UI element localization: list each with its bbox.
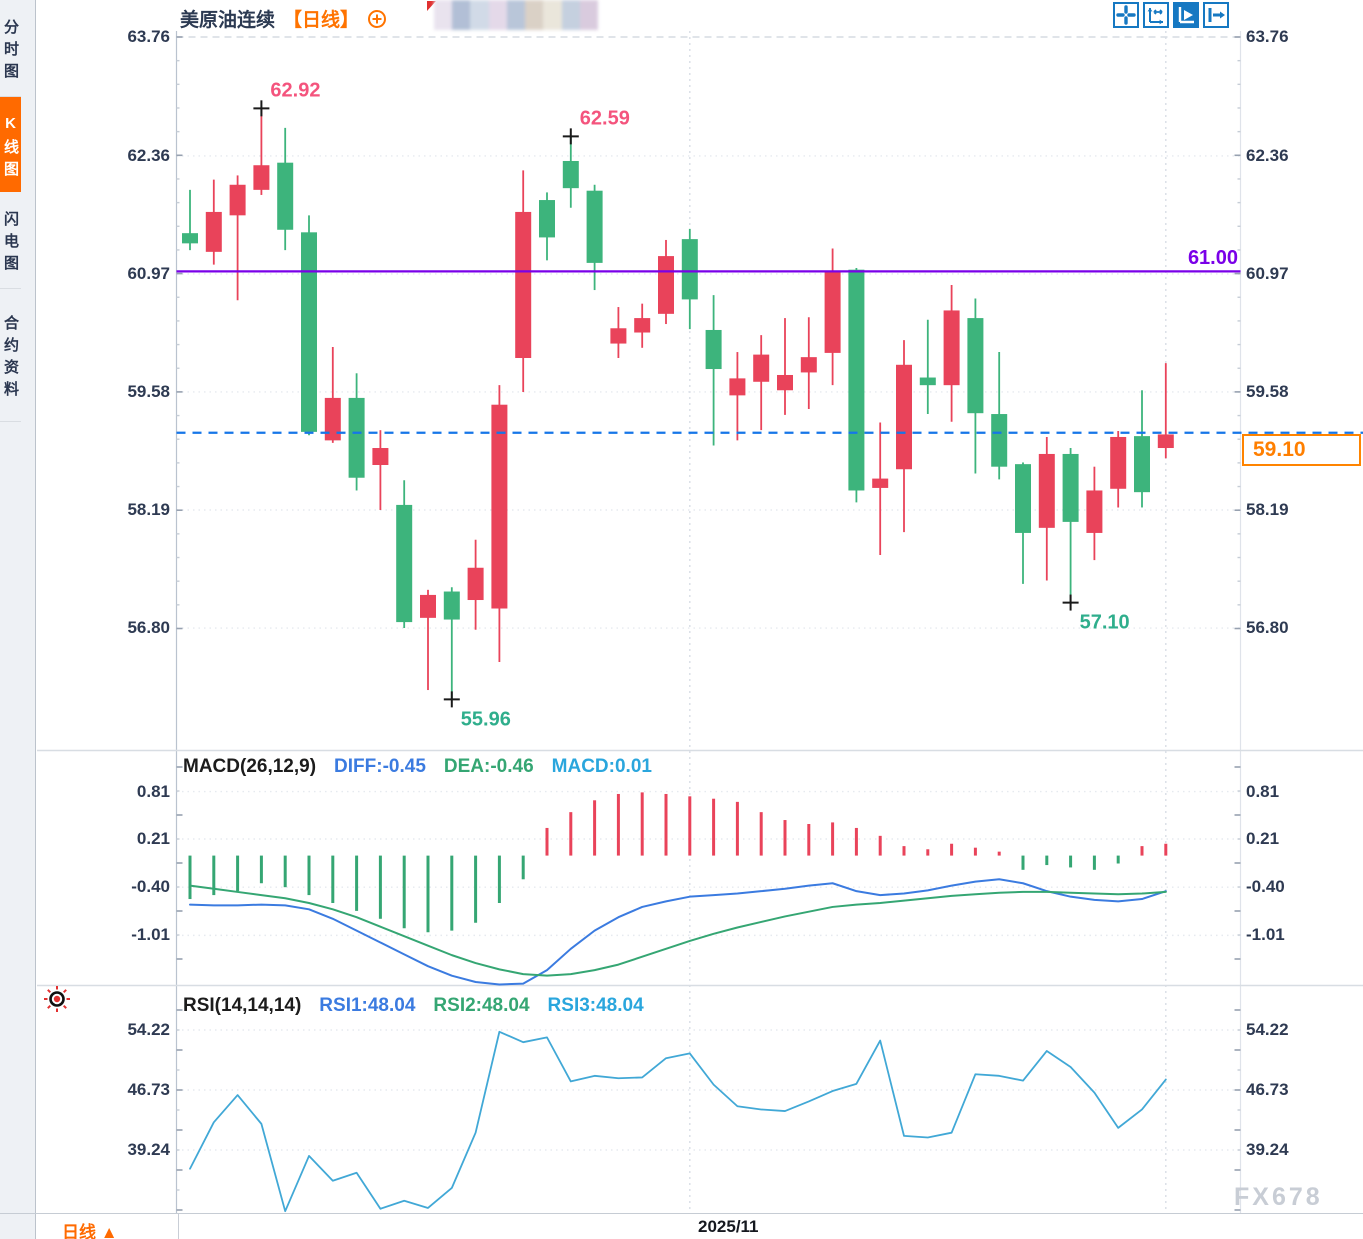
- macd-axis-label-left: 0.21: [136, 829, 170, 848]
- price-axis-label-right: 60.97: [1246, 263, 1289, 283]
- current-price-tag: 59.10: [1242, 434, 1361, 466]
- rsi-axis-label-left: 46.73: [127, 1080, 170, 1099]
- rsi-axis-label-left: 39.24: [127, 1139, 170, 1159]
- red-flag-mark: [427, 1, 436, 11]
- mosaic-block: [506, 15, 526, 30]
- rsi-name: RSI(14,14,14): [183, 995, 302, 1016]
- mosaic-block: [561, 15, 580, 30]
- price-marker-label: 62.59: [580, 107, 630, 129]
- mosaic-block: [506, 0, 526, 15]
- mosaic-block: [434, 0, 453, 15]
- price-axis-label-right: 62.36: [1246, 145, 1289, 165]
- sidebar-item-2[interactable]: 闪电图: [0, 192, 21, 289]
- scale-axes-tool-icon[interactable]: [1143, 2, 1169, 28]
- macd-axis-label-right: 0.81: [1246, 781, 1280, 801]
- mosaic-block: [525, 15, 544, 30]
- rsi-axis-label-right: 46.73: [1246, 1080, 1289, 1099]
- mosaic-block: [543, 15, 562, 30]
- blurred-watermark-mosaic: [434, 0, 598, 30]
- period-label: 【日线】: [283, 10, 360, 31]
- sidebar: 分时图 K线图 闪电图 合约资料: [0, 0, 36, 1239]
- x-axis-date-label: 2025/11: [698, 1217, 759, 1236]
- price-axis-label-right: 63.76: [1246, 27, 1289, 46]
- price-axis-label-left: 58.19: [127, 500, 170, 519]
- rsi-header: RSI(14,14,14) RSI1:48.04 RSI2:48.04 RSI3…: [183, 995, 644, 1017]
- bottom-bar-corner: [0, 1214, 36, 1239]
- macd-value: MACD:0.01: [551, 756, 652, 777]
- sidebar-item-3[interactable]: 合约资料: [0, 289, 21, 422]
- mosaic-block: [488, 0, 507, 15]
- mosaic-block: [470, 0, 489, 15]
- rsi-axis-label-right: 39.24: [1246, 1139, 1289, 1159]
- chart-title: 美原油连续 【日线】: [180, 5, 387, 32]
- macd-axis-label-left: -1.01: [131, 925, 170, 945]
- macd-name: MACD(26,12,9): [183, 756, 317, 777]
- exit-right-tool-icon[interactable]: [1203, 2, 1229, 28]
- price-axis-label-left: 62.36: [127, 145, 170, 165]
- price-marker-label: 57.10: [1080, 612, 1130, 634]
- sidebar-item-1[interactable]: K线图: [0, 97, 21, 192]
- level-price-label: 61.00: [1187, 247, 1238, 269]
- mosaic-block: [543, 0, 562, 15]
- rsi3-value: RSI3:48.04: [547, 995, 644, 1016]
- symbol-name: 美原油连续: [180, 10, 276, 31]
- rsi-axis-label-right: 54.22: [1246, 1020, 1289, 1039]
- price-axis-label-left: 63.76: [127, 27, 170, 46]
- price-axis-label-left: 56.80: [127, 618, 170, 638]
- bottom-bar-divider: [178, 1214, 179, 1239]
- rsi1-value: RSI1:48.04: [319, 995, 416, 1016]
- watermark: FX678: [1234, 1183, 1323, 1211]
- period-tab-daily[interactable]: 日线 ▲: [62, 1218, 118, 1239]
- mosaic-block: [488, 15, 507, 30]
- macd-header: MACD(26,12,9) DIFF:-0.45 DEA:-0.46 MACD:…: [183, 756, 652, 778]
- rsi2-value: RSI2:48.04: [433, 995, 530, 1016]
- price-marker-label: 55.96: [461, 708, 511, 730]
- diff-value: DIFF:-0.45: [334, 756, 426, 777]
- bottom-bar: 日线 ▲ 2025/11: [0, 1213, 1363, 1239]
- mosaic-block: [579, 15, 598, 30]
- price-axis-label-right: 59.58: [1246, 381, 1289, 401]
- mosaic-block: [452, 0, 471, 15]
- current-price-value: 59.10: [1253, 438, 1306, 461]
- sidebar-item-0[interactable]: 分时图: [0, 0, 21, 97]
- macd-axis-label-right: 0.21: [1246, 829, 1280, 848]
- macd-axis-label-right: -1.01: [1246, 925, 1285, 945]
- rsi-axis-label-left: 54.22: [127, 1020, 170, 1039]
- circle-plus-icon[interactable]: [367, 9, 387, 29]
- macd-axis-label-left: -0.40: [131, 877, 170, 897]
- mosaic-block: [434, 15, 453, 30]
- mosaic-block: [452, 15, 471, 30]
- chevron-up-icon: ▲: [100, 1223, 118, 1239]
- pointer-tool-icon[interactable]: [1173, 2, 1199, 28]
- dea-value: DEA:-0.46: [443, 756, 534, 777]
- price-axis-label-left: 59.58: [127, 381, 170, 401]
- price-axis-label-left: 60.97: [127, 263, 170, 283]
- price-axis-label-right: 58.19: [1246, 500, 1289, 519]
- macd-axis-label-left: 0.81: [136, 781, 170, 801]
- price-axis-label-right: 56.80: [1246, 618, 1289, 638]
- mosaic-block: [525, 0, 544, 15]
- mosaic-block: [470, 15, 489, 30]
- mosaic-block: [579, 0, 598, 15]
- price-marker-label: 62.92: [270, 79, 320, 101]
- sun-icon[interactable]: [42, 984, 72, 1014]
- move-tool-icon[interactable]: [1113, 2, 1139, 28]
- macd-axis-label-right: -0.40: [1246, 877, 1285, 897]
- mosaic-block: [561, 0, 580, 15]
- chart-toolbar: [1113, 2, 1229, 28]
